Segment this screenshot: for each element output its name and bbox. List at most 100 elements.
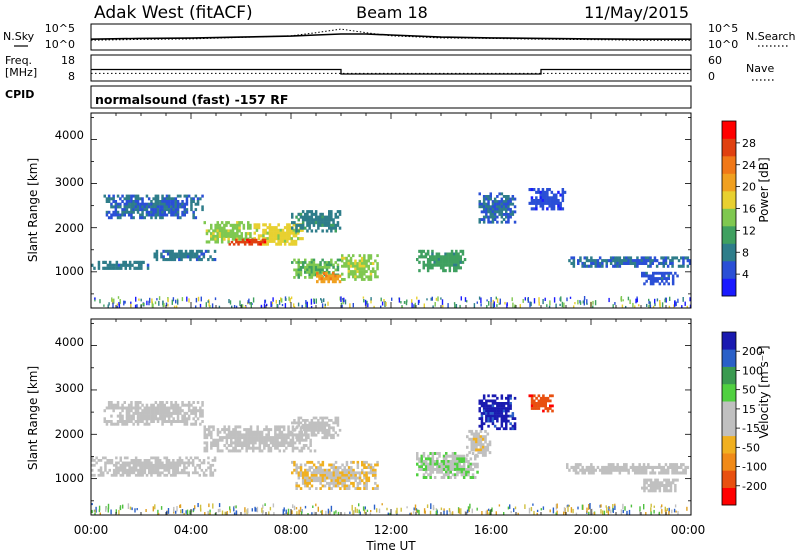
velocity-cell xyxy=(232,436,235,440)
velocity-cell xyxy=(315,466,318,469)
velocity-cell xyxy=(470,445,474,449)
velocity-cell xyxy=(128,468,131,472)
velocity-cell xyxy=(636,468,639,472)
velocity-cell xyxy=(673,463,676,467)
velocity-cell xyxy=(174,403,178,407)
velocity-cell xyxy=(293,446,297,450)
velocity-cell xyxy=(234,444,237,447)
velocity-cell xyxy=(125,409,129,413)
power-cell xyxy=(592,261,595,265)
power-cell xyxy=(145,210,149,214)
velocity-colorbar-label: Velocity [m s⁻¹] xyxy=(757,345,771,438)
power-cell xyxy=(343,278,346,281)
velocity-cell xyxy=(666,465,670,469)
power-cell xyxy=(579,256,582,260)
power-cell xyxy=(257,226,261,230)
velocity-cell xyxy=(110,422,113,426)
velocity-noise-cell xyxy=(540,508,542,511)
power-noise-cell xyxy=(431,296,433,301)
velocity-cell xyxy=(185,466,188,470)
velocity-cell xyxy=(631,468,635,472)
velocity-cell xyxy=(323,484,327,488)
velocity-cell xyxy=(194,414,198,418)
velocity-noise-cell xyxy=(542,506,545,510)
power-cell xyxy=(273,228,276,232)
power-cell xyxy=(128,263,132,267)
power-cell xyxy=(669,271,673,275)
velocity-cell xyxy=(642,468,646,472)
power-cell xyxy=(623,259,626,263)
power-cell xyxy=(660,277,664,280)
velocity-cell xyxy=(199,422,202,426)
power-cell xyxy=(507,197,510,201)
velocity-cell xyxy=(363,474,366,477)
velocity-cell xyxy=(150,466,153,470)
power-noise-cell xyxy=(669,296,671,301)
velocity-cell xyxy=(480,417,484,420)
time-tick-16: 16:00 xyxy=(474,523,509,537)
power-cell xyxy=(178,258,181,262)
power-cell xyxy=(321,266,324,269)
velocity-cell xyxy=(592,468,595,472)
velocity-noise-cell xyxy=(291,510,293,514)
power-cell xyxy=(195,249,199,253)
velocity-cell xyxy=(214,441,217,445)
velocity-cell xyxy=(145,466,149,470)
velocity-noise-cell xyxy=(254,506,256,512)
velocity-cell xyxy=(150,463,153,467)
power-cell xyxy=(328,212,331,216)
power-cell xyxy=(253,237,256,241)
velocity-cell xyxy=(330,481,333,485)
velocity-cell xyxy=(352,476,355,480)
velocity-cell xyxy=(478,424,481,428)
velocity-cell xyxy=(99,466,103,470)
velocity-noise-cell xyxy=(229,506,231,511)
power-noise-cell xyxy=(533,298,536,304)
velocity-cell xyxy=(298,449,301,453)
power-cell xyxy=(174,197,178,201)
power-cell xyxy=(682,264,685,268)
velocity-cell xyxy=(323,423,327,427)
power-cell xyxy=(275,242,278,246)
power-cell xyxy=(317,268,320,272)
power-cell xyxy=(663,282,666,286)
power-cell xyxy=(147,202,151,206)
power-cell xyxy=(212,234,215,238)
power-noise-cell xyxy=(646,303,648,307)
power-cell xyxy=(225,221,228,225)
velocity-cell xyxy=(295,433,298,437)
velocity-cell xyxy=(572,468,576,472)
velocity-cell xyxy=(216,433,220,437)
velocity-cell xyxy=(487,399,490,403)
time-axis: 00:00 04:00 08:00 12:00 16:00 20:00 00:0… xyxy=(74,523,706,553)
velocity-cell xyxy=(341,479,344,483)
power-cell xyxy=(429,260,432,264)
power-cell xyxy=(686,256,690,260)
power-cell xyxy=(347,275,351,279)
velocity-cell xyxy=(614,468,617,472)
power-cell xyxy=(647,264,650,268)
velocity-cell xyxy=(295,426,298,430)
velocity-cell xyxy=(212,425,215,429)
velocity-cell xyxy=(306,423,309,427)
velocity-cell xyxy=(291,471,294,475)
velocity-cell xyxy=(667,489,670,493)
power-cell xyxy=(212,237,215,241)
power-cell xyxy=(116,205,120,209)
power-noise-cell xyxy=(574,302,576,305)
velocity-cell xyxy=(137,473,140,477)
velocity-cell xyxy=(143,417,146,421)
power-cell xyxy=(424,255,428,259)
power-cell xyxy=(581,261,584,265)
velocity-cell xyxy=(191,461,195,465)
velocity-cell xyxy=(686,465,690,469)
velocity-cell xyxy=(671,463,674,467)
power-cell xyxy=(260,234,263,238)
velocity-cell xyxy=(500,412,504,415)
velocity-cell xyxy=(671,468,674,472)
power-cell xyxy=(293,221,296,225)
velocity-cell xyxy=(117,461,120,465)
power-noise-cell xyxy=(313,298,315,303)
velocity-cell xyxy=(189,456,193,460)
power-cell xyxy=(202,255,206,259)
